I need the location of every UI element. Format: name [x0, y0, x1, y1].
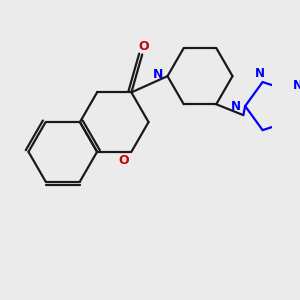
Text: N: N [293, 80, 300, 92]
Text: N: N [153, 68, 164, 81]
Text: O: O [139, 40, 149, 53]
Text: O: O [119, 154, 130, 167]
Text: N: N [255, 67, 265, 80]
Text: N: N [231, 100, 241, 112]
